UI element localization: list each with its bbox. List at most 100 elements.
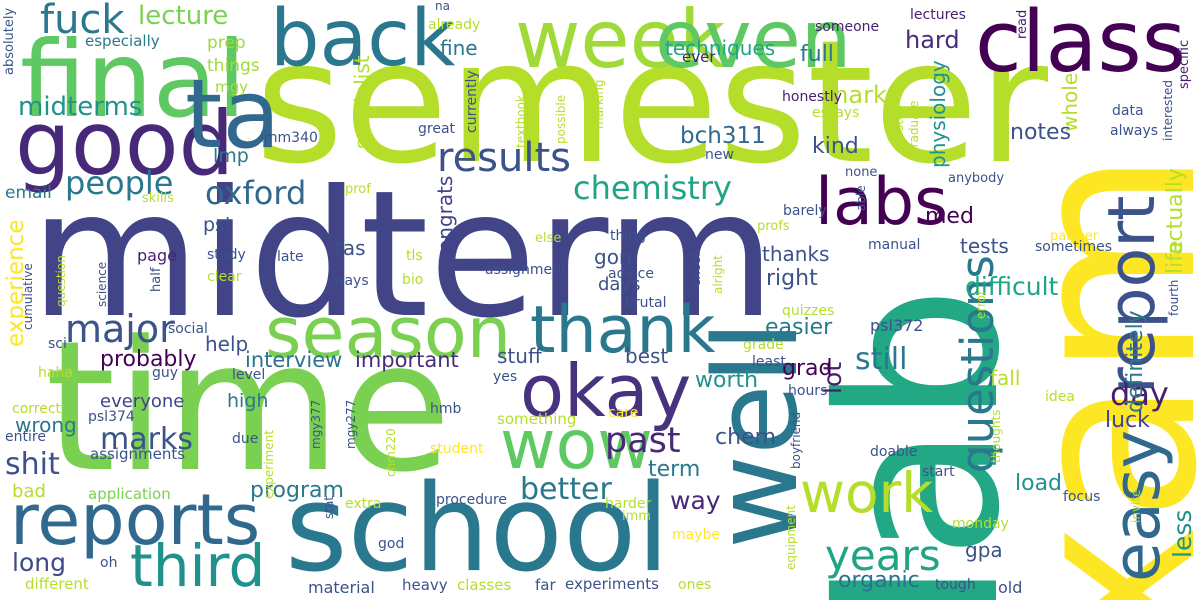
word-best: best [625, 344, 669, 368]
word-things: things [207, 56, 260, 76]
word-even: even [655, 0, 852, 86]
word-quizzes: quizzes [782, 303, 835, 319]
word-results: results [437, 135, 572, 181]
word-season: season [265, 292, 512, 374]
word-day: day [1110, 375, 1169, 413]
word-psl372: psl372 [870, 316, 924, 335]
word-possible: possible [554, 94, 568, 144]
word-wow: wow [500, 406, 653, 485]
word-step: step [892, 105, 906, 131]
word-less: less [1168, 509, 1197, 558]
word-yes: yes [493, 369, 518, 385]
word-level: level [232, 367, 266, 383]
word-days: days [598, 274, 641, 295]
word-high: high [227, 390, 269, 412]
word-lecture: lecture [138, 1, 229, 31]
word-currently: currently [464, 70, 480, 133]
word-tls: tls [406, 248, 423, 264]
word-program: program [250, 478, 344, 503]
word-harder: harder [605, 496, 652, 512]
word-hours: hours [788, 383, 828, 399]
word-labs: labs [815, 165, 949, 240]
word-easier: easier [765, 315, 833, 340]
word-people: people [65, 164, 174, 202]
word-marking: marking [592, 79, 606, 129]
word-organic: organic [838, 568, 920, 593]
word-maybe: maybe [672, 527, 721, 543]
word-monday: monday [952, 516, 1009, 532]
word-ever: ever [682, 48, 716, 66]
word-tests: tests [960, 234, 1009, 258]
word-gpa: gpa [965, 538, 1003, 562]
word-interview: interview [245, 348, 343, 372]
word-midterm: midterm [30, 154, 776, 357]
word-techniques: techniques [665, 36, 776, 60]
word-clear: clear [207, 269, 242, 285]
word-old: old [998, 578, 1023, 597]
word-textbook: textbook [514, 95, 528, 148]
word-stat: stat [322, 495, 336, 519]
word-mgy377: mgy377 [309, 399, 323, 449]
word-brutal: brutal [625, 295, 667, 311]
word-chem: chem [715, 425, 777, 450]
word-someone: someone [815, 19, 880, 35]
word-excel: excel [689, 253, 704, 287]
word-chm220: chm220 [384, 428, 398, 477]
word-grade: grade [743, 337, 784, 353]
word-major: major [65, 307, 175, 351]
word-better: better [520, 472, 612, 507]
word-physiology: physiology [926, 60, 950, 168]
word-student: student [430, 441, 484, 457]
word-care: care [608, 405, 639, 421]
word-skills: skills [142, 191, 174, 206]
word-important: important [355, 348, 459, 372]
word-advice: advice [608, 266, 654, 282]
word-load: load [1015, 471, 1063, 496]
word-fourth: fourth [1167, 279, 1181, 316]
word-shit: shit [5, 447, 60, 482]
word-congrats: congrats [433, 175, 457, 263]
word-cumulative: cumulative [21, 263, 35, 330]
word-extra: extra [345, 496, 382, 512]
word-lmp: lmp [213, 145, 249, 167]
word-oxford: oxford [205, 174, 307, 212]
word-right: right [766, 266, 818, 291]
word-long: long [12, 548, 66, 577]
word-material: material [308, 578, 375, 597]
word-bch311: bch311 [680, 123, 766, 149]
word-great: great [418, 121, 456, 137]
word-kind: kind [812, 134, 859, 159]
word-luck: luck [1105, 408, 1150, 433]
word-term: term [648, 457, 701, 482]
word-manual: manual [868, 237, 921, 253]
word-imm340: imm340 [260, 130, 318, 146]
word-god: god [378, 536, 405, 552]
word-wrong: wrong [15, 413, 77, 437]
word-question: question [54, 255, 68, 307]
word-good: good [15, 92, 235, 195]
word-week: week [515, 0, 726, 86]
word-haha: haha [38, 365, 73, 381]
word-tas: tas [335, 236, 366, 260]
word-marks: marks [100, 422, 193, 457]
word-thoughts: thoughts [989, 409, 1003, 463]
word-psl: psl [203, 214, 231, 236]
word-thank: thank [530, 293, 716, 368]
word-worth: worth [695, 368, 759, 393]
word-focus: focus [1063, 489, 1101, 505]
word-social: social [168, 321, 208, 337]
word-fall: fall [990, 366, 1021, 390]
word-fuck: fuck [40, 0, 125, 43]
word-years: years [825, 531, 941, 580]
word-ones: ones [678, 577, 712, 593]
word-school: school [285, 460, 670, 599]
word-imm: imm [622, 509, 651, 524]
word-bad: bad [12, 481, 46, 502]
word-heavy: heavy [402, 576, 448, 594]
word-experiments: experiments [565, 575, 659, 593]
word-mark: mark [825, 81, 887, 109]
word-far: far [535, 576, 556, 594]
word-start: start [922, 464, 955, 480]
word-honestly: honestly [782, 89, 842, 105]
word-oh: oh [100, 555, 118, 571]
